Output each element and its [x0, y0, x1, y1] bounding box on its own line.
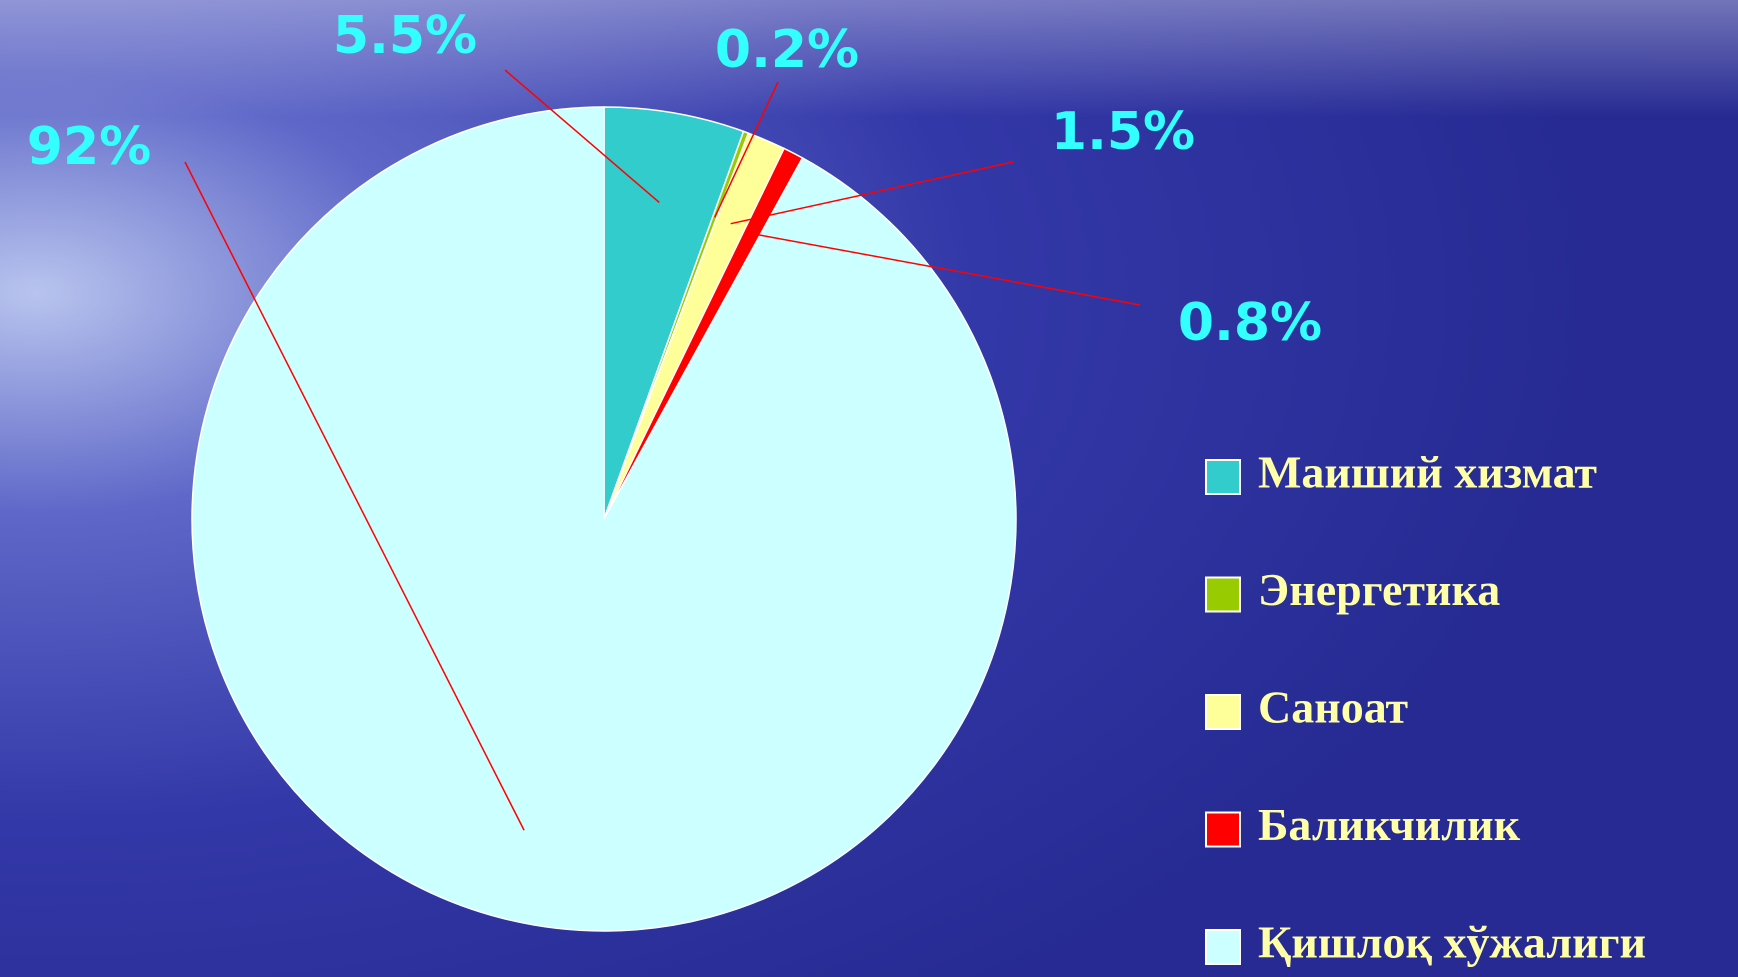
data-label: 1.5%	[1051, 102, 1195, 162]
legend-label: Баликчилик	[1258, 799, 1521, 850]
data-label: 5.5%	[333, 6, 477, 66]
legend-label: Маиший хизмат	[1258, 447, 1597, 498]
legend-swatch	[1205, 459, 1241, 495]
legend-label: Саноат	[1258, 682, 1409, 733]
pie-slice	[603, 106, 745, 520]
legend-swatch	[1205, 929, 1241, 965]
leader-line	[714, 81, 779, 218]
data-label: 0.8%	[1178, 293, 1322, 353]
legend-swatch	[1205, 576, 1241, 613]
leader-line	[504, 69, 660, 203]
legend-label: Энергетика	[1258, 564, 1500, 615]
legend-label: Қишлоқ хўжалиги	[1258, 917, 1646, 968]
leader-line	[730, 161, 1014, 225]
leader-line	[184, 161, 525, 831]
legend-swatch	[1205, 811, 1241, 848]
data-label: 0.2%	[715, 20, 859, 80]
legend-swatch	[1205, 694, 1241, 730]
leader-line	[751, 232, 1141, 306]
data-label: 92%	[27, 117, 151, 177]
pie-slice	[191, 106, 1017, 932]
